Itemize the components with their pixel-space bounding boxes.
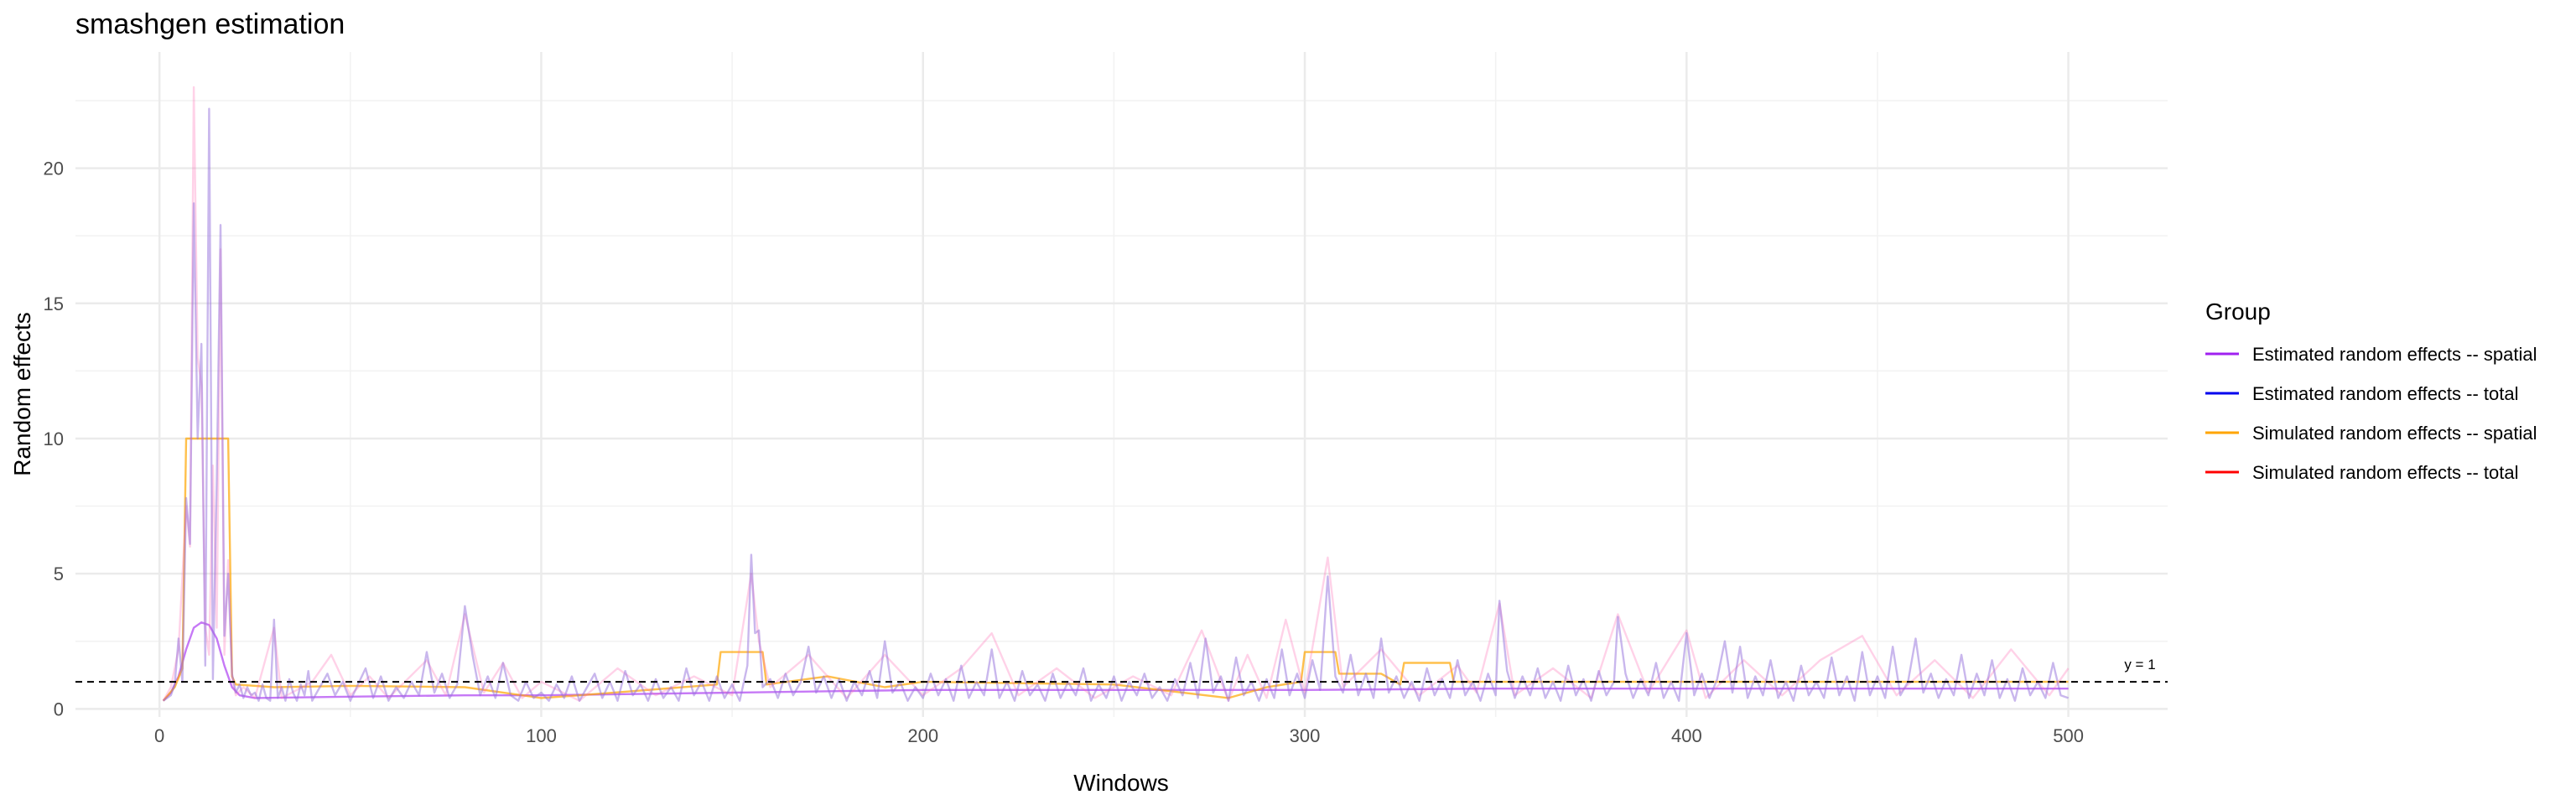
y-tick-label: 15 (44, 293, 64, 314)
legend-label: Estimated random effects -- spatial (2252, 344, 2537, 365)
y-tick-label: 5 (54, 564, 64, 584)
legend-label: Simulated random effects -- total (2252, 462, 2519, 483)
grid-minor (75, 52, 2168, 717)
x-tick-label: 300 (1290, 725, 1321, 746)
x-tick-label: 200 (907, 725, 938, 746)
y-axis-ticks: 0 5 10 15 20 (44, 158, 64, 720)
legend-entries: Estimated random effects -- spatial Estim… (2205, 344, 2537, 483)
x-axis-ticks: 0 100 200 300 400 500 (154, 725, 2084, 746)
legend-label: Estimated random effects -- total (2252, 383, 2519, 404)
series-line-3 (163, 107, 2069, 702)
x-axis-title: Windows (1073, 770, 1169, 796)
y-axis-title: Random effects (9, 312, 35, 476)
legend-label: Simulated random effects -- spatial (2252, 423, 2537, 444)
series-line-0 (162, 621, 2069, 702)
x-tick-label: 400 (1671, 725, 1702, 746)
chart-title: smashgen estimation (75, 8, 345, 40)
y-tick-label: 10 (44, 428, 64, 449)
legend-title: Group (2205, 299, 2271, 325)
x-tick-label: 0 (154, 725, 164, 746)
y-tick-label: 20 (44, 158, 64, 179)
y-tick-label: 0 (54, 699, 64, 719)
grid-major (75, 52, 2168, 717)
legend: Group Estimated random effects -- spatia… (2205, 299, 2537, 483)
x-tick-label: 500 (2053, 725, 2084, 746)
x-tick-label: 100 (526, 725, 557, 746)
reference-line-label: y = 1 (2124, 657, 2155, 673)
